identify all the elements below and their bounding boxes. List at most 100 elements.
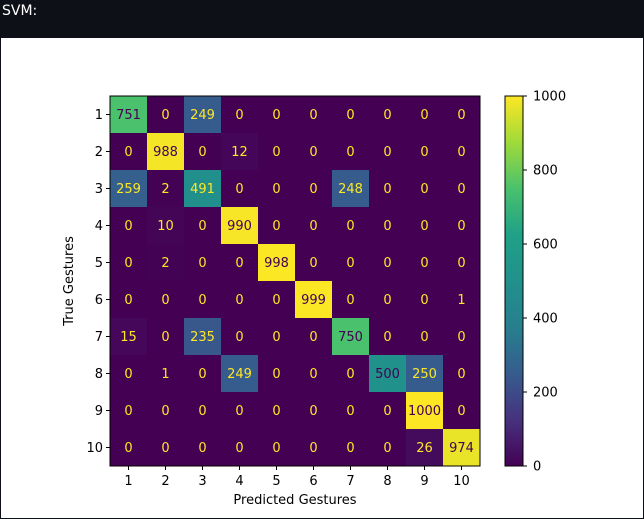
heatmap-cell bbox=[147, 170, 185, 208]
heatmap-cell bbox=[443, 318, 481, 356]
x-tick-label: 3 bbox=[198, 474, 206, 489]
heatmap-cell bbox=[221, 96, 259, 134]
cell-value-label: 0 bbox=[198, 256, 206, 271]
heatmap-cell bbox=[369, 96, 407, 134]
cell-value-label: 0 bbox=[198, 441, 206, 456]
cell-value-label: 0 bbox=[309, 145, 317, 160]
heatmap-cell bbox=[332, 355, 370, 393]
cell-value-label: 0 bbox=[309, 182, 317, 197]
cell-value-label: 0 bbox=[272, 367, 280, 382]
heatmap-cell bbox=[295, 170, 333, 208]
heatmap-cell bbox=[258, 318, 296, 356]
cell-value-label: 0 bbox=[309, 256, 317, 271]
heatmap-cell bbox=[369, 207, 407, 245]
cell-value-label: 0 bbox=[161, 108, 169, 123]
cell-value-label: 0 bbox=[346, 219, 354, 234]
heatmap-cell bbox=[369, 429, 407, 467]
heatmap-cell bbox=[221, 281, 259, 319]
cell-value-label: 0 bbox=[420, 182, 428, 197]
x-axis-ticks: 1 2 3 4 5 6 7 8 9 10 bbox=[124, 466, 470, 489]
heatmap-cell bbox=[295, 244, 333, 282]
cell-value-label: 0 bbox=[198, 367, 206, 382]
heatmap-cell bbox=[147, 207, 185, 245]
heatmap-cell bbox=[221, 207, 259, 245]
colorbar-tick-label: 800 bbox=[533, 164, 558, 179]
heatmap-cell bbox=[332, 133, 370, 171]
cell-value-label: 249 bbox=[190, 108, 215, 123]
heatmap-cell bbox=[184, 318, 222, 356]
heatmap-cell bbox=[184, 244, 222, 282]
y-tick-label: 3 bbox=[95, 182, 103, 197]
heatmap-cell bbox=[443, 133, 481, 171]
cell-value-label: 0 bbox=[124, 145, 132, 160]
heatmap-cell bbox=[332, 207, 370, 245]
cell-value-label: 0 bbox=[383, 293, 391, 308]
cell-value-label: 0 bbox=[235, 108, 243, 123]
cell-value-label: 0 bbox=[346, 404, 354, 419]
cell-value-label: 0 bbox=[420, 145, 428, 160]
heatmap-cell bbox=[443, 355, 481, 393]
cell-value-label: 26 bbox=[416, 441, 433, 456]
cell-value-label: 491 bbox=[190, 182, 215, 197]
heatmap-cell bbox=[147, 96, 185, 134]
cell-value-label: 259 bbox=[116, 182, 141, 197]
heatmap-cell bbox=[184, 96, 222, 134]
x-tick-label: 10 bbox=[453, 474, 470, 489]
cell-value-label: 249 bbox=[227, 367, 252, 382]
heatmap-cell bbox=[406, 429, 444, 467]
cell-value-label: 0 bbox=[198, 404, 206, 419]
cell-value-label: 0 bbox=[198, 145, 206, 160]
y-axis-label: True Gestures bbox=[62, 236, 77, 327]
cell-value-label: 0 bbox=[124, 293, 132, 308]
cell-value-label: 0 bbox=[309, 108, 317, 123]
heatmap-cell bbox=[332, 429, 370, 467]
heatmap-cell bbox=[369, 318, 407, 356]
heatmap-cell bbox=[147, 244, 185, 282]
heatmap-cell bbox=[295, 318, 333, 356]
x-tick-label: 2 bbox=[161, 474, 169, 489]
cell-value-label: 0 bbox=[124, 404, 132, 419]
colorbar-tick-label: 200 bbox=[533, 386, 558, 401]
heatmap-cell bbox=[406, 355, 444, 393]
y-tick-label: 9 bbox=[95, 404, 103, 419]
cell-value-label: 12 bbox=[231, 145, 248, 160]
heatmap-cell bbox=[295, 392, 333, 430]
heatmap-cell bbox=[369, 281, 407, 319]
cell-value-label: 0 bbox=[272, 441, 280, 456]
cell-value-label: 0 bbox=[309, 219, 317, 234]
colorbar-tick-label: 0 bbox=[533, 460, 541, 475]
cell-value-label: 0 bbox=[383, 182, 391, 197]
y-tick-label: 7 bbox=[95, 330, 103, 345]
colorbar bbox=[504, 95, 524, 467]
heatmap-cell bbox=[295, 429, 333, 467]
cell-value-label: 0 bbox=[272, 145, 280, 160]
cell-value-label: 750 bbox=[338, 330, 363, 345]
cell-value-label: 0 bbox=[457, 219, 465, 234]
cell-value-label: 0 bbox=[309, 330, 317, 345]
cell-value-label: 0 bbox=[420, 256, 428, 271]
cell-value-label: 0 bbox=[161, 404, 169, 419]
heatmap-cell bbox=[295, 133, 333, 171]
cell-value-label: 0 bbox=[457, 367, 465, 382]
heatmap-cell bbox=[443, 96, 481, 134]
heatmap-cell bbox=[221, 429, 259, 467]
cell-value-label: 0 bbox=[383, 219, 391, 234]
colorbar-tick-label: 400 bbox=[533, 312, 558, 327]
colorbar-tick-label: 1000 bbox=[533, 90, 566, 105]
y-tick-label: 2 bbox=[95, 145, 103, 160]
heatmap-cell bbox=[369, 244, 407, 282]
x-tick-label: 7 bbox=[346, 474, 354, 489]
cell-value-label: 2 bbox=[161, 182, 169, 197]
output-panel: 751 0 249 0 0 0 0 0 0 0 0 988 0 12 0 0 0 0 0 0 259 2 491 0 0 0 248… bbox=[1, 38, 643, 518]
cell-value-label: 0 bbox=[457, 330, 465, 345]
cell-value-label: 235 bbox=[190, 330, 215, 345]
heatmap-cell bbox=[258, 96, 296, 134]
x-tick-label: 8 bbox=[383, 474, 391, 489]
cell-value-label: 0 bbox=[124, 219, 132, 234]
cell-value-label: 10 bbox=[157, 219, 174, 234]
cell-value-label: 0 bbox=[272, 293, 280, 308]
heatmap-cell bbox=[147, 318, 185, 356]
cell-value-label: 0 bbox=[420, 108, 428, 123]
heatmap-cell bbox=[258, 244, 296, 282]
